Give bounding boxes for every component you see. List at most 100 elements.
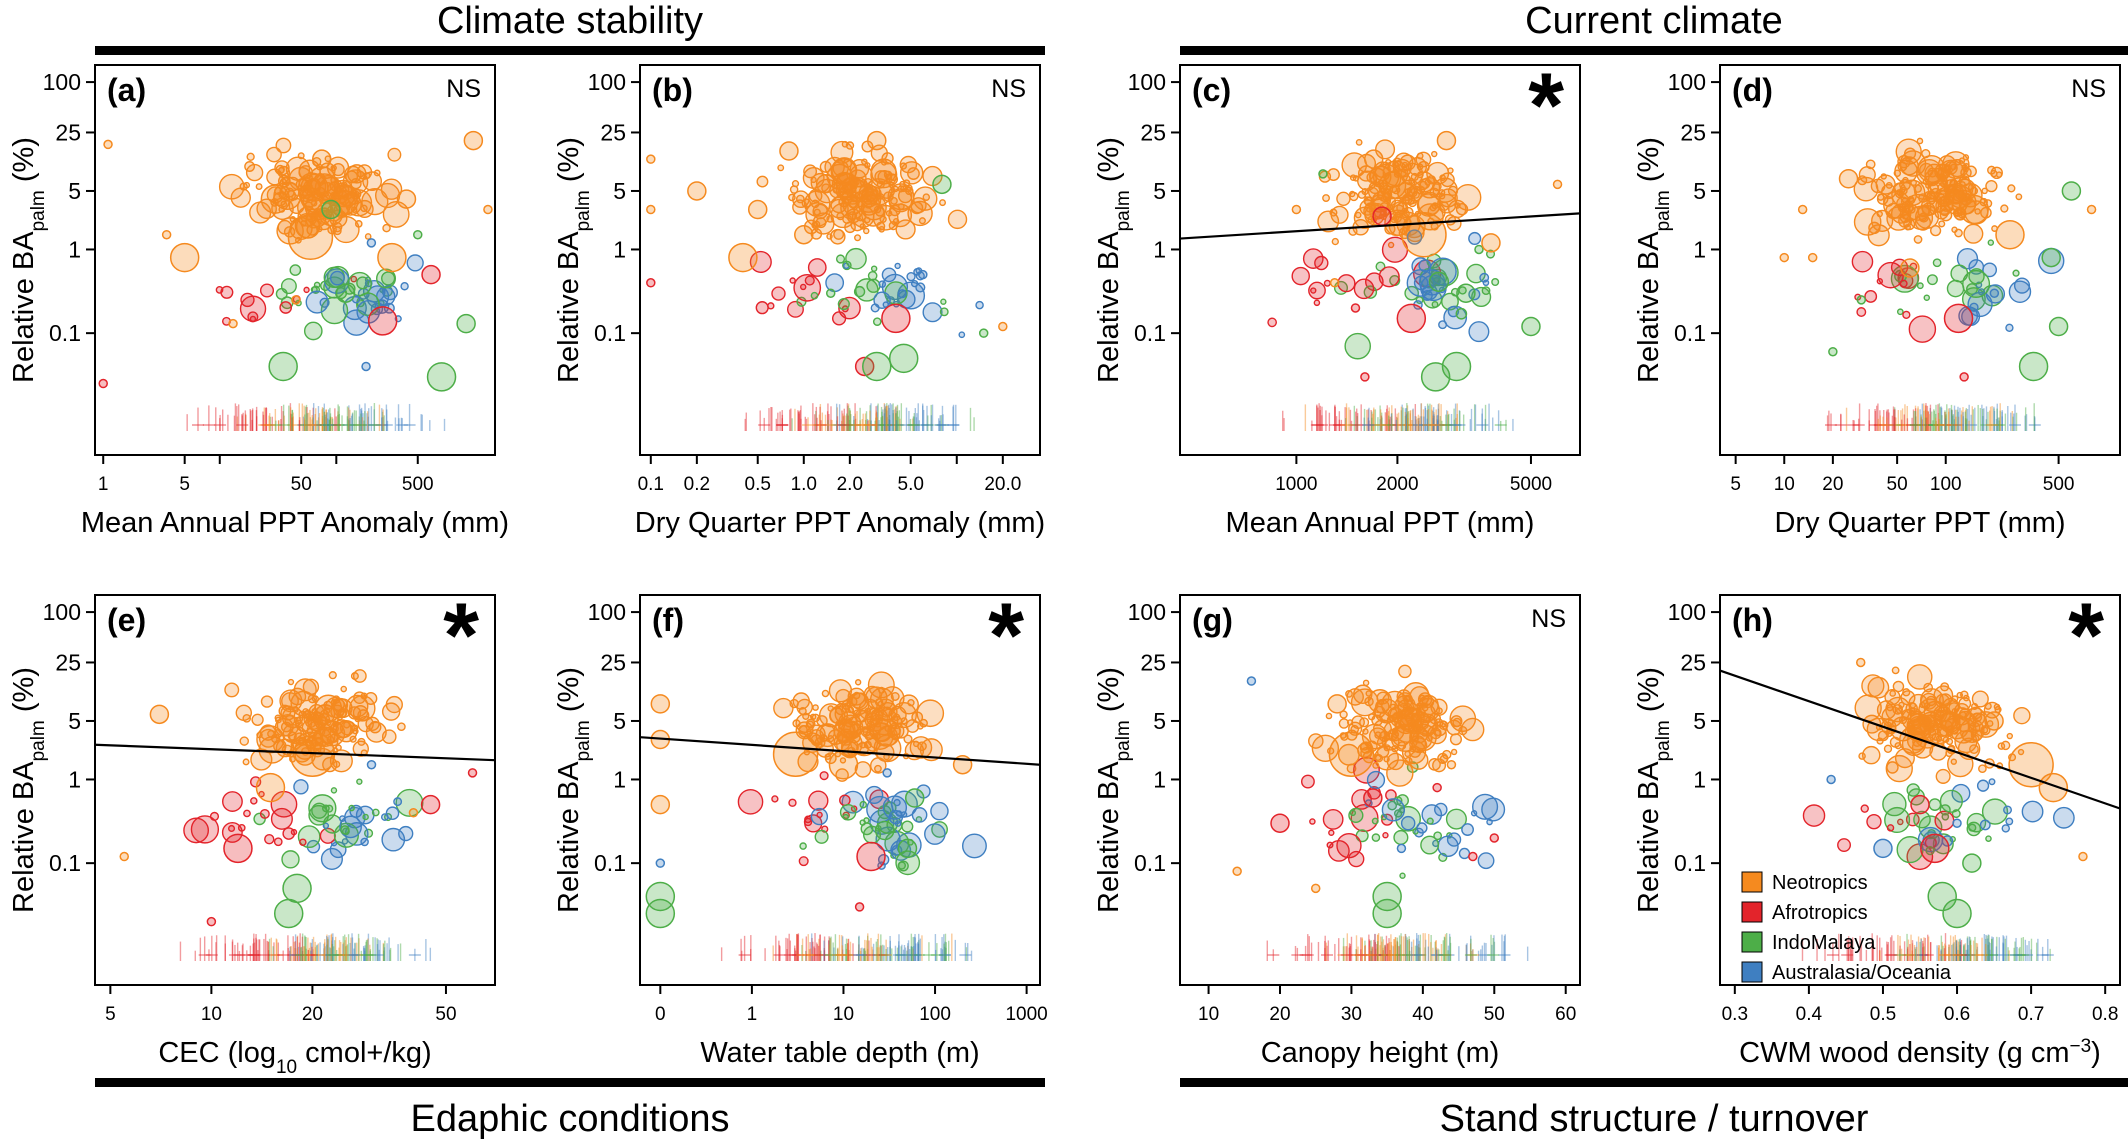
data-point xyxy=(958,331,966,339)
data-point xyxy=(354,715,361,723)
data-point xyxy=(190,815,220,844)
data-point xyxy=(406,254,424,272)
plot-frame xyxy=(639,64,1041,456)
y-tick-label: 100 xyxy=(1128,599,1166,625)
data-point xyxy=(1302,248,1324,269)
data-point xyxy=(873,291,891,309)
data-point xyxy=(1308,281,1326,300)
data-point xyxy=(737,788,764,815)
data-point xyxy=(2000,204,2009,213)
data-point xyxy=(282,873,312,904)
data-point xyxy=(947,209,968,230)
data-point xyxy=(903,734,913,744)
data-point xyxy=(1428,271,1450,292)
data-point xyxy=(1438,320,1448,330)
data-point xyxy=(1857,175,1868,186)
data-point xyxy=(367,306,398,336)
y-tick-label: 1 xyxy=(613,766,626,792)
data-point xyxy=(1937,159,1965,187)
data-point xyxy=(1439,201,1450,211)
plot-frame xyxy=(1179,594,1581,986)
data-point xyxy=(825,273,845,293)
data-point xyxy=(1914,721,1942,749)
data-point xyxy=(1438,720,1449,731)
data-point xyxy=(246,152,255,161)
data-point xyxy=(323,707,331,715)
data-point xyxy=(1436,130,1457,151)
data-point xyxy=(812,704,819,711)
data-point xyxy=(1328,829,1335,836)
data-point xyxy=(1322,808,1344,830)
data-point xyxy=(1951,712,1959,719)
data-point xyxy=(1854,694,1882,722)
data-point xyxy=(1439,754,1449,764)
data-point xyxy=(755,301,769,315)
data-point xyxy=(1959,194,1989,225)
data-point xyxy=(1482,279,1490,287)
data-point xyxy=(864,216,871,224)
data-point xyxy=(1966,821,1982,837)
data-point xyxy=(2003,805,2013,815)
data-point xyxy=(1877,261,1904,289)
data-point xyxy=(1418,177,1441,199)
data-point xyxy=(918,269,928,280)
data-point xyxy=(1313,299,1321,307)
y-tick-label: 5 xyxy=(68,178,81,204)
data-point xyxy=(890,790,918,818)
data-point xyxy=(362,813,369,821)
group-title-climate-stability: Climate stability xyxy=(436,0,704,42)
group-bar-current-climate xyxy=(1180,46,2128,55)
x-tick-label: 0.2 xyxy=(684,474,710,495)
label-part: Relative BA xyxy=(553,761,585,913)
data-point xyxy=(872,317,882,326)
data-point xyxy=(854,234,862,242)
data-point xyxy=(771,286,786,301)
data-point xyxy=(382,200,410,228)
data-point xyxy=(1861,674,1885,698)
data-point xyxy=(1337,743,1360,766)
y-tick-label: 25 xyxy=(55,649,81,675)
y-tick-label: 1 xyxy=(68,236,81,262)
label-part: palm xyxy=(1653,720,1674,761)
data-point xyxy=(2001,824,2010,833)
data-point xyxy=(1976,779,1990,792)
data-point xyxy=(169,242,200,273)
data-point xyxy=(1916,282,1924,290)
data-point xyxy=(1392,201,1408,216)
data-point xyxy=(1367,689,1393,714)
data-point xyxy=(1406,229,1423,245)
data-point xyxy=(421,264,441,285)
data-point xyxy=(290,690,317,717)
data-point xyxy=(366,238,377,248)
data-point xyxy=(332,760,341,768)
data-point xyxy=(308,734,316,742)
data-point xyxy=(426,362,457,392)
data-point xyxy=(1995,219,2025,250)
data-point xyxy=(1322,194,1330,203)
data-point xyxy=(364,828,374,838)
significance-mark: * xyxy=(1528,55,1564,157)
x-tick-label: 50 xyxy=(1484,1004,1505,1025)
group-title-edaphic-conditions: Edaphic conditions xyxy=(410,1098,730,1140)
plot-area xyxy=(1779,137,2097,431)
label-part: cmol+/kg) xyxy=(297,1037,432,1069)
data-point xyxy=(1468,321,1490,343)
data-point xyxy=(816,715,828,727)
plot-frame xyxy=(1719,594,2121,986)
y-tick-label: 1 xyxy=(68,766,81,792)
data-point xyxy=(268,351,298,382)
legend-swatch xyxy=(1741,901,1763,923)
y-tick-label: 100 xyxy=(43,69,81,95)
data-point xyxy=(1385,789,1397,801)
x-tick-label: 100 xyxy=(919,1004,951,1025)
data-point xyxy=(291,295,301,305)
data-point xyxy=(1362,750,1376,764)
data-point xyxy=(854,902,865,912)
data-point xyxy=(322,822,330,829)
label-part: Mean Annual PPT Anomaly (mm) xyxy=(81,507,509,539)
data-point xyxy=(844,718,854,728)
data-point xyxy=(855,709,874,729)
data-point xyxy=(149,704,170,725)
data-point xyxy=(408,808,419,818)
